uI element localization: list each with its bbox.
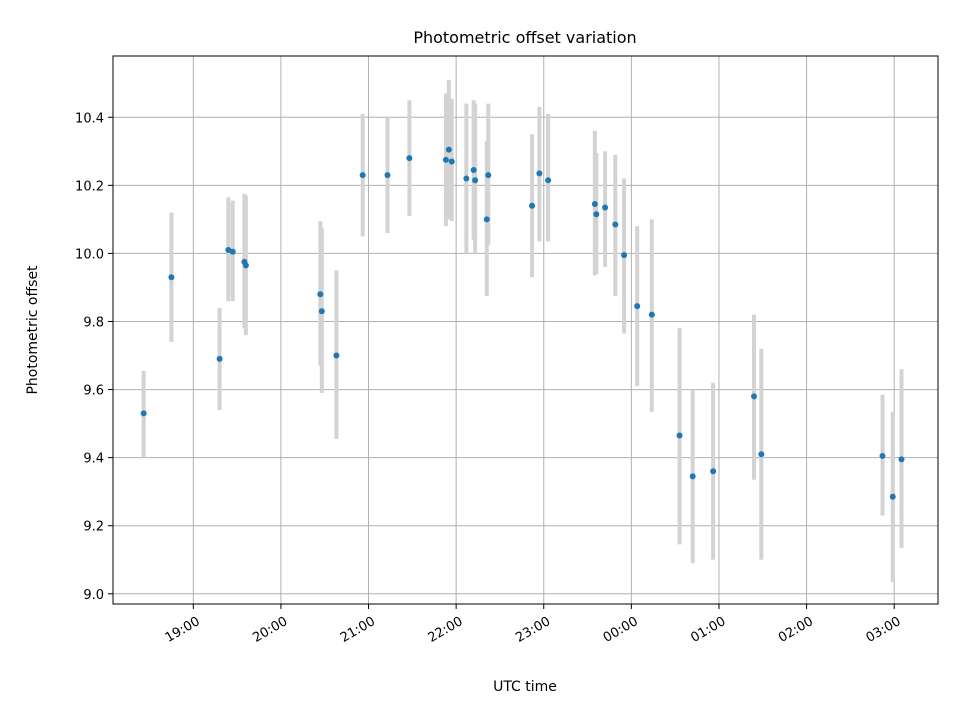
data-point <box>889 493 896 500</box>
data-point <box>229 248 236 255</box>
data-point <box>879 452 886 459</box>
data-point <box>242 262 249 269</box>
x-tick-label: 21:00 <box>338 614 378 646</box>
y-tick-label: 9.6 <box>83 384 104 399</box>
data-point <box>445 146 452 153</box>
x-tick-label: 19:00 <box>163 614 203 646</box>
data-point <box>472 177 479 184</box>
y-tick-label: 10.2 <box>75 179 104 194</box>
data-point <box>536 170 543 177</box>
data-point <box>634 303 641 310</box>
x-tick-label: 23:00 <box>513 614 553 646</box>
data-point <box>710 468 717 475</box>
data-point <box>485 172 492 179</box>
y-axis-ticks: 9.0 9.2 9.4 9.6 9.8 10.0 10.2 10.4 <box>75 111 113 603</box>
data-point <box>612 221 619 228</box>
data-point <box>648 311 655 318</box>
data-point <box>689 473 696 480</box>
data-point <box>483 216 490 223</box>
data-point <box>318 308 325 315</box>
data-point <box>317 291 324 298</box>
x-axis-label: UTC time <box>493 679 557 695</box>
data-point <box>442 156 449 163</box>
chart-title: Photometric offset variation <box>413 28 636 47</box>
data-point <box>384 172 391 179</box>
data-point <box>463 175 470 182</box>
data-point <box>448 158 455 165</box>
data-point <box>898 456 905 463</box>
data-point <box>591 201 598 208</box>
error-bars <box>141 79 904 582</box>
x-tick-label: 00:00 <box>601 614 641 646</box>
x-tick-label: 20:00 <box>250 614 290 646</box>
data-point <box>621 252 628 259</box>
x-tick-label: 01:00 <box>688 614 728 646</box>
x-tick-label: 22:00 <box>426 614 466 646</box>
data-point <box>406 155 413 162</box>
data-point <box>140 410 147 417</box>
y-tick-label: 9.2 <box>83 520 104 535</box>
grid <box>113 56 938 604</box>
plot-frame <box>112 55 939 605</box>
data-point <box>676 432 683 439</box>
data-point <box>545 177 552 184</box>
y-tick-label: 9.8 <box>83 315 104 330</box>
data-point <box>333 352 340 359</box>
y-tick-label: 10.0 <box>75 247 104 262</box>
data-points <box>140 146 905 500</box>
data-point <box>470 167 477 174</box>
x-tick-label: 02:00 <box>776 614 816 646</box>
y-axis-label: Photometric offset <box>25 265 41 395</box>
y-tick-label: 9.0 <box>83 588 104 603</box>
data-point <box>751 393 758 400</box>
data-point <box>593 211 600 218</box>
data-point <box>216 355 223 362</box>
x-tick-label: 03:00 <box>864 614 904 646</box>
y-tick-label: 10.4 <box>75 111 104 126</box>
data-point <box>168 274 175 281</box>
data-point <box>758 451 765 458</box>
data-point <box>529 202 536 209</box>
x-axis-ticks: 19:00 20:00 21:00 22:00 23:00 00:00 01:00 02:00… <box>163 604 904 646</box>
data-point <box>359 172 366 179</box>
y-tick-label: 9.4 <box>83 452 104 467</box>
data-point <box>602 204 609 211</box>
